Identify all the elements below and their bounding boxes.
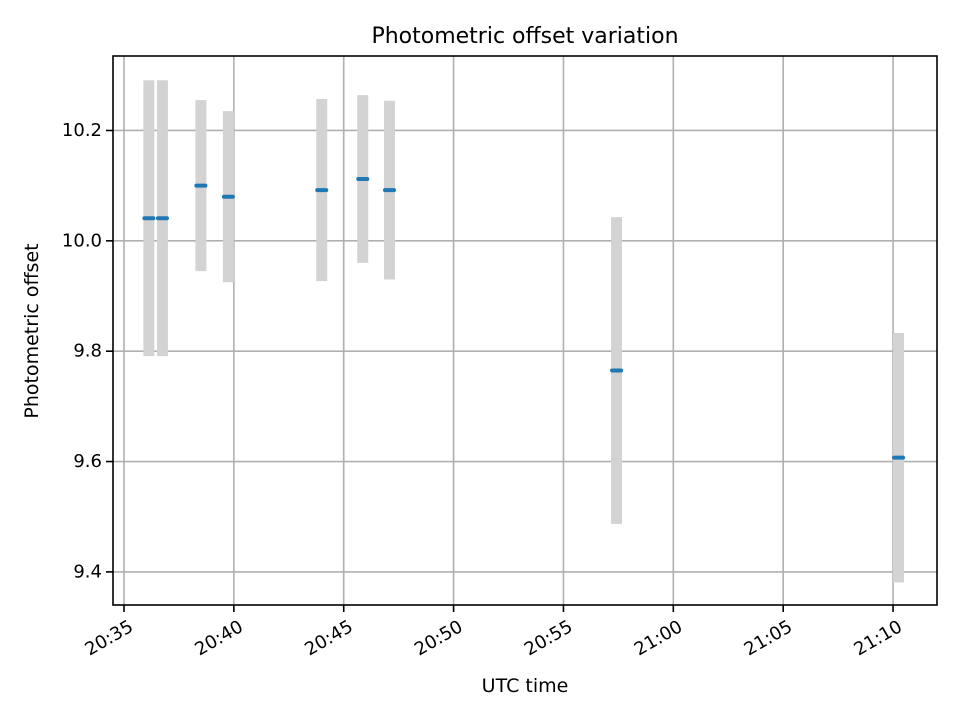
grid-lines — [113, 56, 937, 605]
y-tick-label: 9.6 — [73, 451, 102, 472]
axis-ticks: 20:35 20:40 20:45 20:50 20:55 21:00 21:05 21:10… — [62, 120, 906, 660]
x-tick-label: 21:10 — [851, 616, 906, 660]
x-tick-label: 21:05 — [741, 616, 796, 660]
y-axis-label: Photometric offset — [21, 243, 43, 418]
y-tick-label: 10.2 — [62, 120, 102, 141]
y-tick-label: 9.4 — [73, 561, 102, 582]
x-axis-label: UTC time — [482, 675, 569, 697]
data-series — [142, 80, 906, 583]
chart-title: Photometric offset variation — [371, 24, 678, 49]
x-tick-label: 20:45 — [301, 616, 356, 660]
y-tick-label: 9.8 — [73, 341, 102, 362]
x-tick-label: 20:35 — [81, 616, 136, 660]
y-tick-label: 10.0 — [62, 230, 102, 251]
x-tick-label: 20:55 — [521, 616, 576, 660]
x-tick-label: 21:00 — [631, 616, 686, 660]
x-tick-label: 20:40 — [191, 616, 246, 660]
plot-frame — [112, 55, 938, 606]
x-tick-label: 20:50 — [411, 616, 466, 660]
